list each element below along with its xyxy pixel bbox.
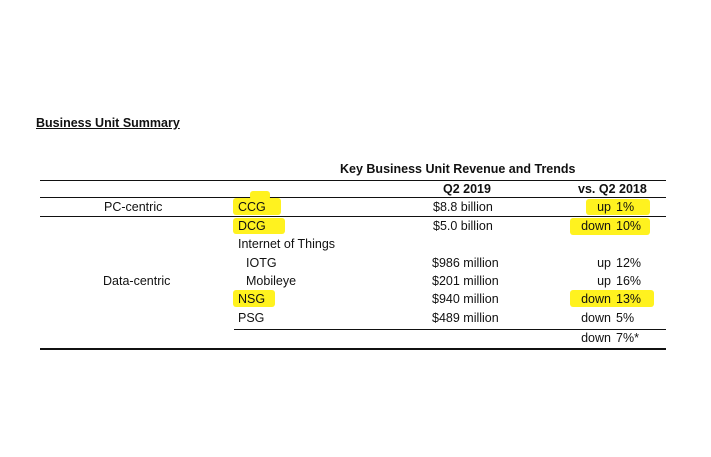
group-label-data-centric: Data-centric <box>103 274 171 288</box>
unit-name: IOTG <box>246 256 277 270</box>
highlight-dcg-trend <box>570 218 650 235</box>
trend-percent: 1% <box>616 200 635 214</box>
header-bottom-rule <box>40 197 666 198</box>
trend-percent: 13% <box>616 292 642 306</box>
unit-name: PSG <box>238 311 265 325</box>
unit-name: DCG <box>238 219 266 233</box>
trend-percent: 10% <box>616 219 642 233</box>
col-header-q2: Q2 2019 <box>443 182 491 196</box>
unit-revenue: $5.0 billion <box>433 219 493 233</box>
highlight-nsg <box>233 290 275 307</box>
group-divider <box>40 216 666 217</box>
trend-percent: 12% <box>616 256 642 270</box>
table-bottom-rule <box>40 348 666 350</box>
highlight-dcg <box>233 218 285 234</box>
unit-name: NSG <box>238 292 266 306</box>
total-trend-direction: down <box>581 331 611 345</box>
trend-direction: up <box>597 200 611 214</box>
unit-revenue: $940 million <box>432 292 499 306</box>
unit-name: Internet of Things <box>238 237 336 251</box>
highlight-ccg-trend <box>586 199 650 215</box>
col-header-vs: vs. Q2 2018 <box>578 182 647 196</box>
trend-direction: down <box>581 219 611 233</box>
highlight-ccg <box>233 198 281 215</box>
trend-direction: down <box>581 292 611 306</box>
header-top-rule <box>40 180 666 181</box>
trend-direction: up <box>597 274 611 288</box>
unit-name: CCG <box>238 200 266 214</box>
total-trend-percent: 7%* <box>616 331 639 345</box>
highlight-ccg-tick <box>250 191 270 200</box>
unit-revenue: $8.8 billion <box>433 200 493 214</box>
unit-name: Mobileye <box>246 274 297 288</box>
highlight-nsg-trend <box>570 290 654 307</box>
unit-revenue: $489 million <box>432 311 499 325</box>
unit-revenue: $201 million <box>432 274 499 288</box>
trend-percent: 16% <box>616 274 642 288</box>
trend-percent: 5% <box>616 311 635 325</box>
unit-revenue: $986 million <box>432 256 499 270</box>
trend-direction: down <box>581 311 611 325</box>
trend-direction: up <box>597 256 611 270</box>
table-caption: Key Business Unit Revenue and Trends <box>340 162 576 176</box>
total-rule <box>234 329 666 330</box>
group-label-pc-centric: PC-centric <box>104 200 163 214</box>
section-title: Business Unit Summary <box>36 116 180 130</box>
